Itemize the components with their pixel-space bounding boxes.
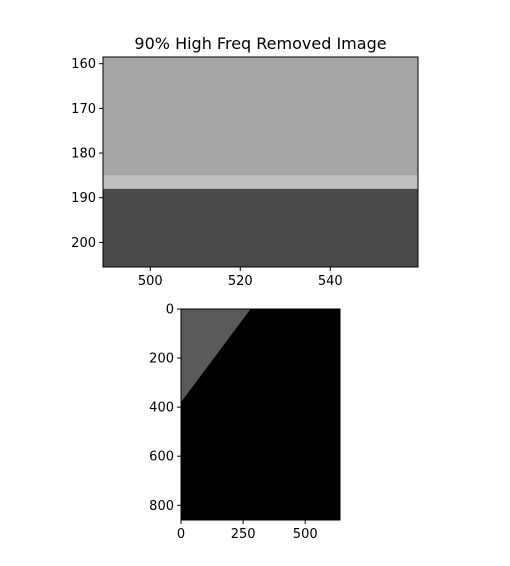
- image-band: [103, 188, 418, 267]
- top-x-tick-label: 520: [228, 274, 253, 289]
- top-y-axis: 160 170 180 190 200: [71, 57, 103, 251]
- bottom-y-tick-label: 600: [149, 450, 174, 465]
- top-y-tick-label: 170: [71, 102, 96, 117]
- top-x-tick-label: 540: [318, 274, 343, 289]
- bottom-image: [181, 309, 340, 520]
- top-y-tick-label: 190: [71, 191, 96, 206]
- top-y-tick-label: 160: [71, 57, 96, 72]
- top-x-tick-label: 500: [138, 274, 163, 289]
- top-image: [103, 57, 418, 267]
- bottom-y-tick-label: 200: [149, 352, 174, 367]
- top-y-tick-label: 200: [71, 236, 96, 251]
- bottom-y-axis: 0 200 400 600 800: [149, 303, 181, 514]
- bottom-x-axis: 0 250 500: [177, 520, 318, 542]
- bottom-x-tick-label: 500: [293, 527, 318, 542]
- image-triangle-region: [181, 309, 251, 403]
- bottom-y-tick-label: 0: [166, 303, 174, 318]
- bottom-panel-frame: [180, 308, 341, 521]
- top-panel-title: 90% High Freq Removed Image: [134, 34, 386, 53]
- bottom-y-tick-label: 400: [149, 401, 174, 416]
- top-image-panel: 90% High Freq Removed Image 500 520 540 16…: [71, 34, 419, 289]
- top-panel-frame: [102, 56, 419, 268]
- bottom-y-tick-label: 800: [149, 499, 174, 514]
- top-y-tick-label: 180: [71, 147, 96, 162]
- image-band: [103, 57, 418, 176]
- bottom-x-tick-label: 250: [231, 527, 256, 542]
- image-band: [103, 175, 418, 189]
- bottom-x-tick-label: 0: [177, 527, 185, 542]
- bottom-image-panel: 0 250 500 0 200 400 600 800: [149, 303, 341, 542]
- top-x-axis: 500 520 540: [138, 267, 343, 289]
